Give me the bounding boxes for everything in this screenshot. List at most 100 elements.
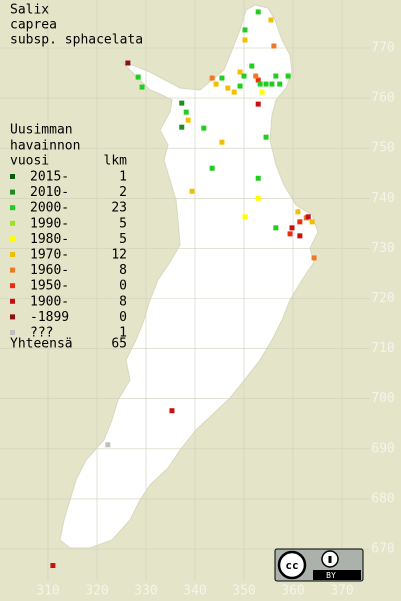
x-tick-label: 310 — [36, 584, 59, 599]
observation — [219, 75, 225, 81]
observations — [50, 9, 317, 569]
legend-label: -1899 — [30, 310, 69, 325]
observation — [179, 124, 185, 130]
observation — [255, 9, 261, 15]
legend-count: 8 — [119, 263, 127, 278]
legend-swatch — [10, 236, 15, 242]
license-badge: cc BY — [274, 548, 364, 582]
legend-count: 5 — [119, 216, 127, 231]
total-label: Yhteensä — [10, 337, 73, 352]
x-tick-label: 350 — [232, 584, 255, 599]
observation — [309, 219, 315, 225]
observation — [263, 81, 269, 87]
grid — [0, 0, 370, 580]
observation — [213, 81, 219, 87]
observation — [185, 117, 191, 123]
y-tick-label: 760 — [371, 91, 394, 106]
observation — [285, 73, 291, 79]
legend: Uusimman havainnon vuosi lkm Yhteensä 65… — [10, 123, 127, 352]
observation — [219, 139, 225, 145]
y-tick-label: 730 — [371, 241, 394, 256]
cc-icon-text: cc — [285, 559, 298, 572]
observation — [169, 408, 175, 414]
observation — [255, 175, 261, 181]
legend-label: 1990- — [30, 216, 69, 231]
observation — [289, 225, 295, 231]
observation — [255, 101, 261, 107]
observation — [255, 195, 261, 201]
total-count: 65 — [111, 337, 127, 352]
observation — [268, 17, 274, 23]
badge-label: BY — [326, 571, 336, 580]
legend-swatch — [10, 252, 15, 257]
observation — [179, 100, 185, 106]
observation — [273, 225, 279, 231]
by-icon-body — [328, 556, 332, 563]
y-tick-label: 720 — [371, 291, 394, 306]
y-tick-label: 750 — [371, 141, 394, 156]
x-tick-label: 320 — [85, 584, 108, 599]
observation — [259, 89, 265, 95]
observation — [50, 563, 56, 569]
y-tick-label: 690 — [371, 441, 394, 456]
observation — [241, 73, 247, 79]
legend-swatch — [10, 283, 15, 289]
observation — [135, 74, 141, 80]
legend-swatch — [10, 330, 15, 335]
legend-count: 2 — [119, 185, 127, 200]
badge-bar — [313, 570, 361, 580]
legend-swatch — [10, 174, 15, 179]
legend-label: 1900- — [30, 294, 69, 309]
legend-count: 1 — [119, 170, 127, 185]
legend-label: 1980- — [30, 232, 69, 247]
observation — [125, 60, 131, 66]
legend-count: 0 — [119, 310, 127, 325]
x-tick-label: 340 — [183, 584, 206, 599]
y-tick-label: 670 — [371, 542, 394, 557]
observation — [225, 85, 231, 91]
legend-label: 2010- — [30, 185, 69, 200]
legend-header: vuosi — [10, 154, 49, 169]
observation — [105, 442, 111, 448]
observation — [257, 81, 263, 87]
legend-header: Uusimman — [10, 123, 73, 138]
observation — [255, 77, 261, 83]
observation — [277, 81, 283, 87]
legend-label: ??? — [30, 326, 53, 341]
observation — [269, 81, 275, 87]
legend-label: 1970- — [30, 248, 69, 263]
observation — [297, 219, 303, 225]
legend-label: 2015- — [30, 170, 69, 185]
country-outline — [59, 4, 319, 549]
observation — [242, 37, 248, 43]
cc-icon — [277, 550, 307, 580]
legend-swatch — [10, 267, 15, 273]
legend-swatch — [10, 220, 15, 226]
legend-header: havainnon — [10, 139, 80, 154]
legend-label: 2000- — [30, 201, 69, 216]
observation — [263, 134, 269, 140]
title: Salix caprea subsp. sphacelata — [10, 3, 143, 48]
legend-count: 12 — [111, 248, 127, 263]
legend-count: 8 — [119, 294, 127, 309]
legend-count: 0 — [119, 279, 127, 294]
observation — [295, 209, 301, 215]
observation — [237, 83, 243, 89]
legend-count: 5 — [119, 232, 127, 247]
legend-label: 1950- — [30, 279, 69, 294]
observation — [249, 63, 255, 69]
y-tick-label: 770 — [371, 41, 394, 56]
observation — [253, 73, 259, 79]
observation — [209, 165, 215, 171]
observation — [311, 255, 317, 261]
observation — [209, 75, 215, 81]
observation — [273, 73, 279, 79]
x-tick-label: 360 — [281, 584, 304, 599]
title-line: caprea — [10, 18, 57, 33]
legend-label: 1960- — [30, 263, 69, 278]
y-tick-label: 710 — [371, 341, 394, 356]
x-tick-label: 370 — [330, 584, 353, 599]
observation — [297, 233, 303, 239]
observation — [237, 69, 243, 75]
